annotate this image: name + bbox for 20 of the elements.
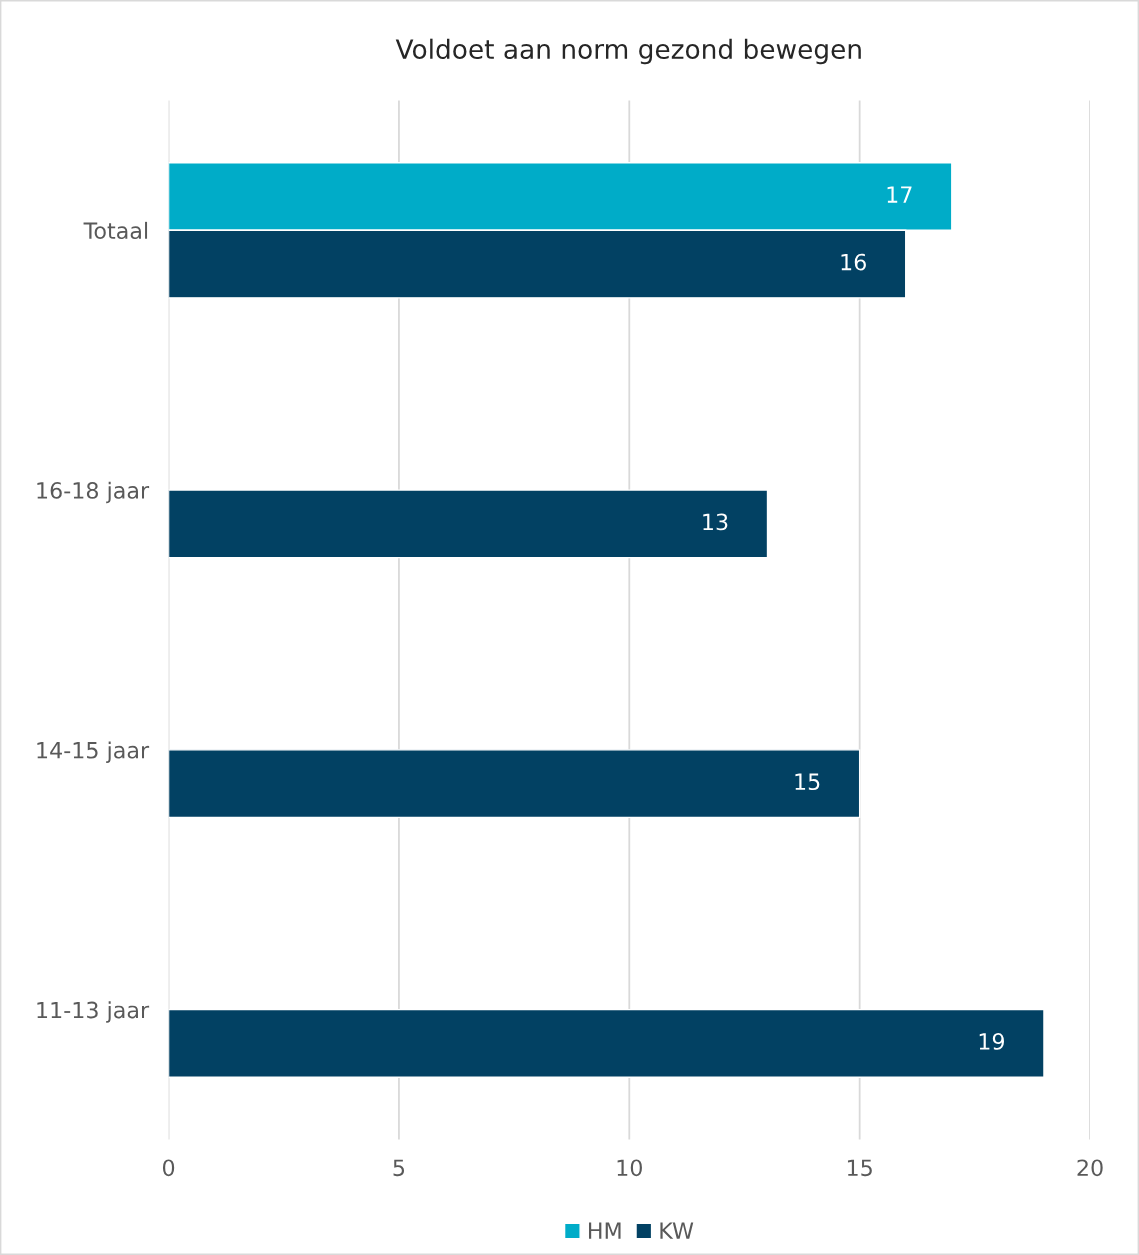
bar bbox=[168, 1008, 1045, 1078]
legend-label: HM bbox=[589, 1222, 621, 1239]
x-tick-label: 15 bbox=[847, 1159, 872, 1177]
y-tick-label: 16-18 jaar bbox=[37, 481, 150, 504]
x-tick-label: 20 bbox=[1077, 1159, 1103, 1177]
bar bbox=[168, 489, 769, 559]
x-tick-label: 0 bbox=[162, 1159, 175, 1177]
x-tick-label: 10 bbox=[617, 1159, 642, 1177]
chart-title: Voldoet aan norm gezond bewegen bbox=[395, 38, 861, 65]
x-tick-label: 5 bbox=[393, 1159, 405, 1177]
data-label: 16 bbox=[841, 253, 866, 271]
y-tick-label: 11-13 jaar bbox=[37, 1001, 150, 1023]
legend-label: KW bbox=[660, 1222, 694, 1239]
data-label: 15 bbox=[795, 773, 820, 791]
y-tick-label: Totaal bbox=[83, 221, 148, 240]
data-label: 13 bbox=[703, 513, 728, 531]
y-tick-label: 14-15 jaar bbox=[37, 741, 150, 763]
bar bbox=[168, 749, 861, 819]
data-label: 19 bbox=[979, 1033, 1004, 1050]
data-label: 17 bbox=[887, 186, 912, 203]
